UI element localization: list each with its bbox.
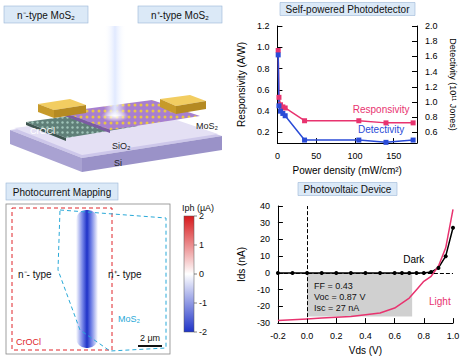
svg-text:2: 2 — [199, 211, 204, 221]
svg-text:Dark: Dark — [403, 254, 425, 265]
svg-text:Light: Light — [429, 296, 451, 307]
svg-text:MoS₂: MoS₂ — [118, 314, 141, 324]
svg-text:0.8: 0.8 — [418, 331, 431, 341]
svg-text:-20: -20 — [257, 301, 270, 311]
svg-text:-30: -30 — [257, 318, 270, 328]
svg-text:CrOCl: CrOCl — [30, 126, 55, 136]
svg-text:Vds (V): Vds (V) — [349, 345, 382, 356]
svg-text:Detectivity: Detectivity — [358, 124, 404, 135]
svg-text:Power density (mW/cm²): Power density (mW/cm²) — [292, 165, 401, 176]
svg-text:Responsivity (A/W): Responsivity (A/W) — [236, 42, 247, 127]
svg-text:0.4: 0.4 — [257, 106, 270, 116]
svg-text:Detectivity (10¹¹ Jones): Detectivity (10¹¹ Jones) — [448, 38, 458, 131]
svg-text:0.8: 0.8 — [425, 112, 438, 122]
svg-text:SiO₂: SiO₂ — [112, 141, 131, 151]
svg-text:n⁺-type MoS₂: n⁺-type MoS₂ — [151, 10, 209, 21]
svg-text:-0.2: -0.2 — [270, 331, 286, 341]
svg-text:2 μm: 2 μm — [140, 333, 160, 343]
svg-text:-2: -2 — [199, 327, 207, 337]
svg-text:1.0: 1.0 — [447, 331, 460, 341]
svg-text:Isc = 27 nA: Isc = 27 nA — [314, 303, 359, 313]
svg-text:0.6: 0.6 — [257, 85, 270, 95]
svg-text:CrOCl: CrOCl — [16, 337, 41, 347]
svg-text:Voc = 0.87 V: Voc = 0.87 V — [314, 292, 365, 302]
svg-text:MoS₂: MoS₂ — [196, 121, 219, 131]
svg-text:0: 0 — [275, 151, 280, 161]
svg-text:1.2: 1.2 — [425, 82, 438, 92]
svg-text:0.6: 0.6 — [425, 127, 438, 137]
svg-text:0.2: 0.2 — [330, 331, 343, 341]
svg-text:n⁻- type: n⁻- type — [18, 269, 52, 280]
svg-text:1.2: 1.2 — [257, 21, 270, 31]
svg-text:Ids (nA): Ids (nA) — [236, 247, 247, 282]
svg-text:-10: -10 — [257, 285, 270, 295]
svg-text:Si: Si — [114, 158, 122, 168]
svg-text:30: 30 — [260, 218, 270, 228]
svg-text:0.6: 0.6 — [388, 331, 401, 341]
svg-text:0.8: 0.8 — [257, 64, 270, 74]
svg-text:100: 100 — [347, 151, 362, 161]
svg-text:-1: -1 — [199, 298, 207, 308]
svg-text:Photovoltaic Device: Photovoltaic Device — [304, 184, 392, 195]
svg-text:0.0: 0.0 — [301, 331, 314, 341]
svg-text:n⁻-type MoS₂: n⁻-type MoS₂ — [17, 10, 75, 21]
svg-text:Responsivity: Responsivity — [353, 104, 410, 115]
svg-text:FF = 0.43: FF = 0.43 — [314, 281, 353, 291]
svg-text:1.8: 1.8 — [425, 36, 438, 46]
svg-text:1.4: 1.4 — [425, 67, 438, 77]
svg-text:50: 50 — [311, 151, 321, 161]
svg-text:1.6: 1.6 — [425, 51, 438, 61]
svg-text:1.0: 1.0 — [257, 42, 270, 52]
svg-text:0.4: 0.4 — [359, 331, 372, 341]
svg-text:2.0: 2.0 — [425, 21, 438, 31]
svg-text:0.2: 0.2 — [257, 127, 270, 137]
svg-text:1.0: 1.0 — [425, 97, 438, 107]
svg-text:0: 0 — [199, 269, 204, 279]
svg-text:20: 20 — [260, 234, 270, 244]
svg-text:150: 150 — [386, 151, 401, 161]
svg-text:Self-powered Photodetector: Self-powered Photodetector — [286, 4, 411, 15]
svg-text:Photocurrent Mapping: Photocurrent Mapping — [13, 187, 111, 198]
svg-text:1: 1 — [199, 240, 204, 250]
svg-text:0: 0 — [265, 268, 270, 278]
svg-text:n⁺- type: n⁺- type — [108, 269, 142, 280]
svg-text:Iph (µA): Iph (µA) — [182, 203, 214, 213]
svg-text:10: 10 — [260, 251, 270, 261]
svg-text:40: 40 — [260, 201, 270, 211]
